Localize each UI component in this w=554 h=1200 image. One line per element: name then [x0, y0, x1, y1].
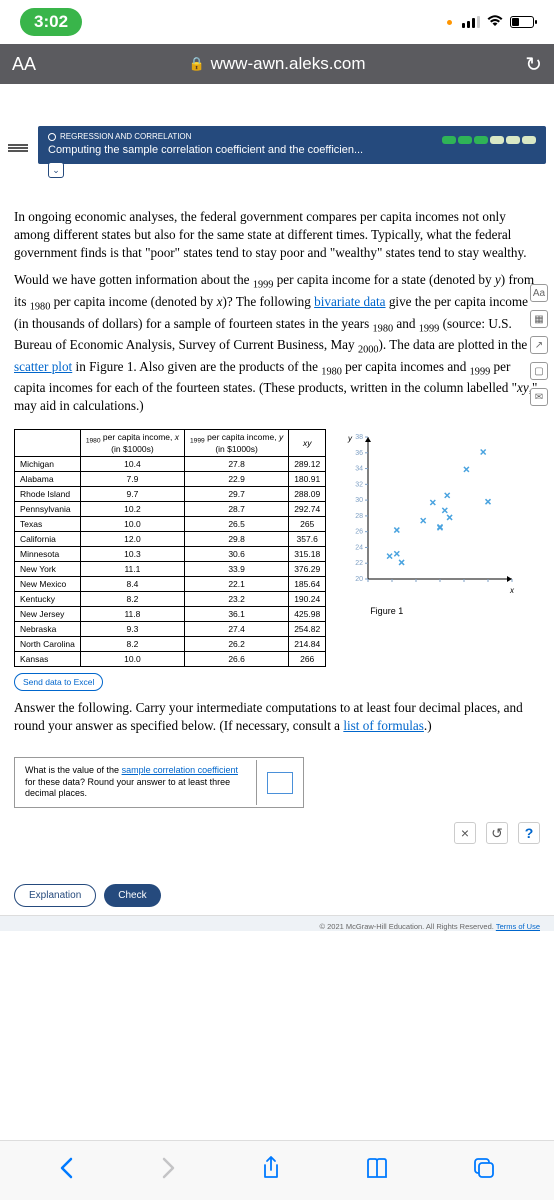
side-tool-icons: Aa ▦ ↗ ▢ ✉ [530, 284, 548, 406]
svg-text:24: 24 [355, 544, 363, 551]
terms-link[interactable]: Terms of Use [496, 922, 540, 931]
tool-icon-5[interactable]: ✉ [530, 388, 548, 406]
header-y: 1999 per capita income, y(in $1000s) [185, 429, 289, 457]
text-size-button[interactable]: AA [12, 54, 72, 75]
svg-text:32: 32 [355, 481, 363, 488]
answer-section: What is the value of the sample correlat… [0, 749, 554, 816]
recording-dot [447, 20, 452, 25]
data-table: 1980 per capita income, x(in $1000s) 199… [14, 429, 326, 668]
bookmarks-button[interactable] [365, 1157, 389, 1185]
svg-text:36: 36 [355, 449, 363, 456]
answer-instructions: Answer the following. Carry your interme… [0, 691, 554, 749]
lesson-category: REGRESSION AND CORRELATION [60, 132, 191, 141]
share-button[interactable] [261, 1155, 281, 1187]
table-row: New York11.133.9376.29 [15, 562, 326, 577]
table-row: Minnesota10.330.6315.18 [15, 547, 326, 562]
tabs-button[interactable] [472, 1156, 496, 1186]
correlation-link[interactable]: sample correlation coefficient [122, 765, 238, 775]
menu-icon[interactable] [8, 138, 28, 152]
table-row: Michigan10.427.8289.12 [15, 457, 326, 472]
cellular-icon [462, 16, 480, 28]
browser-address-bar: AA 🔒 www-awn.aleks.com ↻ [0, 44, 554, 84]
qa-prompt: What is the value of the sample correlat… [17, 760, 257, 805]
explanation-button[interactable]: Explanation [14, 884, 96, 907]
formulas-link[interactable]: list of formulas [343, 718, 424, 733]
qa-input-cell [259, 760, 301, 805]
refresh-button[interactable]: ↻ [482, 52, 542, 77]
tool-icon-1[interactable]: Aa [530, 284, 548, 302]
table-row: California12.029.8357.6 [15, 532, 326, 547]
answer-toolbar: × ↺ ? [0, 822, 554, 844]
paragraph-2: Would we have gotten information about t… [14, 271, 540, 414]
table-row: North Carolina8.226.2214.84 [15, 637, 326, 652]
figure-label: Figure 1 [340, 606, 540, 616]
copyright-footer: © 2021 McGraw-Hill Education. All Rights… [0, 915, 554, 931]
svg-text:38: 38 [355, 434, 363, 441]
scatter-plot-link[interactable]: scatter plot [14, 359, 72, 374]
table-row: New Mexico8.422.1185.64 [15, 577, 326, 592]
action-buttons: Explanation Check [0, 844, 554, 911]
table-row: Kansas10.026.6266 [15, 652, 326, 667]
lesson-banner: REGRESSION AND CORRELATION Computing the… [38, 126, 546, 164]
battery-icon [510, 16, 534, 28]
tool-icon-4[interactable]: ▢ [530, 362, 548, 380]
status-time: 3:02 [20, 8, 82, 36]
svg-text:34: 34 [355, 465, 363, 472]
bivariate-data-link[interactable]: bivariate data [314, 294, 385, 309]
empty-circle-icon [48, 133, 56, 141]
svg-text:30: 30 [355, 497, 363, 504]
status-indicators [447, 14, 534, 31]
svg-text:x: x [509, 586, 515, 595]
table-row: Rhode Island9.729.7288.09 [15, 487, 326, 502]
lock-icon: 🔒 [188, 56, 204, 72]
progress-pills [442, 136, 536, 144]
svg-text:20: 20 [355, 576, 363, 583]
undo-button[interactable]: ↺ [486, 822, 508, 844]
header-xy: xy [289, 429, 326, 457]
table-row: Alabama7.922.9180.91 [15, 472, 326, 487]
chart-container: 20 22 24 26 28 30 32 34 36 38y x Figure 1 [340, 429, 540, 616]
table-row: Nebraska9.327.4254.82 [15, 622, 326, 637]
help-button[interactable]: ? [518, 822, 540, 844]
svg-text:22: 22 [355, 560, 363, 567]
table-row: Kentucky8.223.2190.24 [15, 592, 326, 607]
status-bar: 3:02 [0, 0, 554, 44]
header-x: 1980 per capita income, x(in $1000s) [80, 429, 184, 457]
svg-text:28: 28 [355, 513, 363, 520]
send-to-excel-button[interactable]: Send data to Excel [14, 673, 103, 691]
question-body: In ongoing economic analyses, the federa… [0, 196, 554, 429]
url-text: www-awn.aleks.com [211, 54, 366, 74]
table-wrapper: 1980 per capita income, x(in $1000s) 199… [14, 429, 326, 692]
check-button[interactable]: Check [104, 884, 160, 907]
paragraph-1: In ongoing economic analyses, the federa… [14, 208, 540, 261]
data-section: 1980 per capita income, x(in $1000s) 199… [0, 429, 554, 692]
svg-text:26: 26 [355, 528, 363, 535]
lesson-title: Computing the sample correlation coeffic… [48, 144, 536, 156]
back-button[interactable] [58, 1156, 76, 1186]
tool-icon-3[interactable]: ↗ [530, 336, 548, 354]
table-row: Texas10.026.5265 [15, 517, 326, 532]
table-row: New Jersey11.836.1425.98 [15, 607, 326, 622]
header-empty [15, 429, 81, 457]
wifi-icon [486, 14, 504, 31]
table-row: Pennsylvania10.228.7292.74 [15, 502, 326, 517]
tool-icon-2[interactable]: ▦ [530, 310, 548, 328]
chevron-down-icon[interactable]: ⌄ [48, 162, 64, 178]
url-display[interactable]: 🔒 www-awn.aleks.com [72, 54, 482, 74]
lesson-header: REGRESSION AND CORRELATION Computing the… [0, 84, 554, 196]
forward-button[interactable] [159, 1156, 177, 1186]
svg-text:y: y [347, 434, 353, 443]
scatter-plot: 20 22 24 26 28 30 32 34 36 38y x [340, 429, 520, 599]
clear-button[interactable]: × [454, 822, 476, 844]
safari-toolbar [0, 1140, 554, 1200]
qa-table: What is the value of the sample correlat… [14, 757, 304, 808]
answer-input[interactable] [267, 772, 293, 794]
